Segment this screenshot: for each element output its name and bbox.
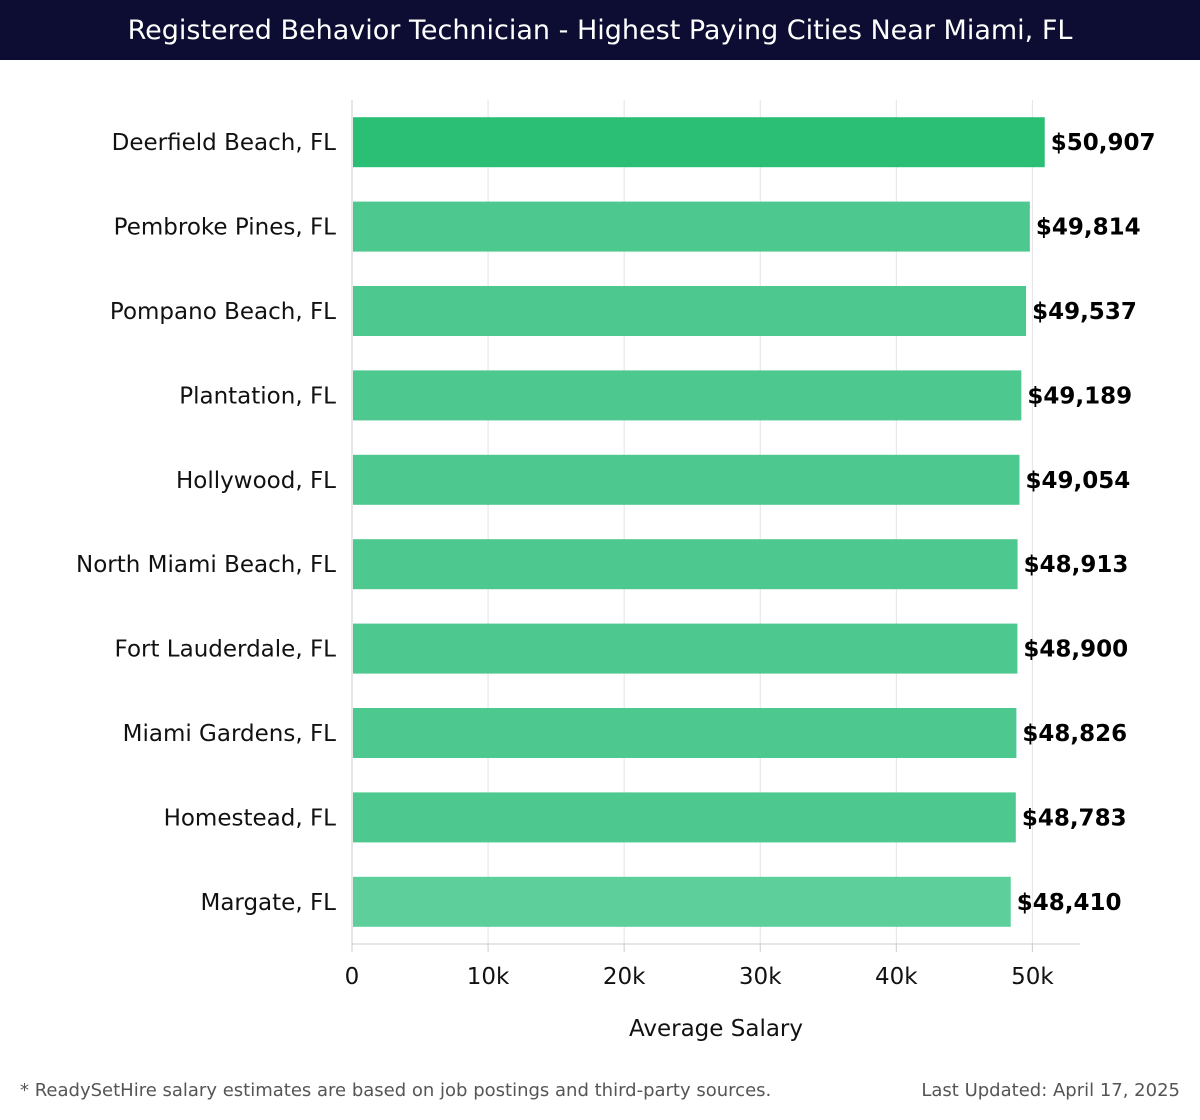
category-label: Pembroke Pines, FL (114, 215, 337, 241)
x-tick-label: 10k (467, 964, 510, 990)
value-label: $48,913 (1024, 552, 1129, 578)
category-label: Plantation, FL (179, 383, 336, 409)
bar-chart: Deerfield Beach, FL Pembroke Pines, FL Pom… (76, 100, 1156, 1042)
bar (353, 117, 1045, 168)
value-label: $48,826 (1022, 721, 1127, 747)
bars (353, 117, 1045, 927)
value-label: $49,054 (1026, 468, 1131, 494)
value-labels: $50,907 $49,814 $49,537 $49,189 $49,054 $48,9… (1017, 130, 1156, 916)
x-axis-ticks: 0 10k 20k 30k 40k 50k (345, 944, 1054, 990)
bar (353, 201, 1030, 252)
x-tick-label: 20k (603, 964, 646, 990)
x-tick-label: 0 (345, 964, 360, 990)
value-label: $48,410 (1017, 890, 1122, 916)
x-axis-label: Average Salary (629, 1016, 803, 1042)
value-label: $50,907 (1051, 130, 1156, 156)
category-label: Pompano Beach, FL (110, 299, 336, 325)
category-label: Fort Lauderdale, FL (115, 637, 337, 663)
value-label: $49,814 (1036, 215, 1141, 241)
footer-note: * ReadySetHire salary estimates are base… (20, 1080, 772, 1101)
category-label: Deerfield Beach, FL (112, 130, 337, 156)
bar (353, 623, 1018, 674)
bar (353, 454, 1020, 505)
last-updated: Last Updated: April 17, 2025 (921, 1080, 1180, 1101)
bar (353, 286, 1027, 336)
value-label: $48,783 (1022, 805, 1127, 831)
category-label: Miami Gardens, FL (123, 721, 337, 747)
bar (353, 370, 1022, 421)
x-tick-label: 30k (739, 964, 782, 990)
value-label: $49,189 (1027, 383, 1132, 409)
category-label: Hollywood, FL (176, 468, 336, 494)
x-tick-label: 40k (875, 964, 918, 990)
bar (353, 792, 1016, 843)
category-label: North Miami Beach, FL (76, 552, 336, 578)
category-label: Homestead, FL (164, 805, 337, 831)
x-tick-label: 50k (1011, 964, 1054, 990)
bar (353, 876, 1011, 927)
bar (353, 539, 1018, 590)
value-label: $48,900 (1023, 637, 1128, 663)
category-label: Margate, FL (200, 890, 336, 916)
category-labels: Deerfield Beach, FL Pembroke Pines, FL Pom… (76, 130, 336, 916)
bar (353, 708, 1017, 758)
value-label: $49,537 (1032, 299, 1137, 325)
chart-title: Registered Behavior Technician - Highest… (0, 0, 1200, 60)
